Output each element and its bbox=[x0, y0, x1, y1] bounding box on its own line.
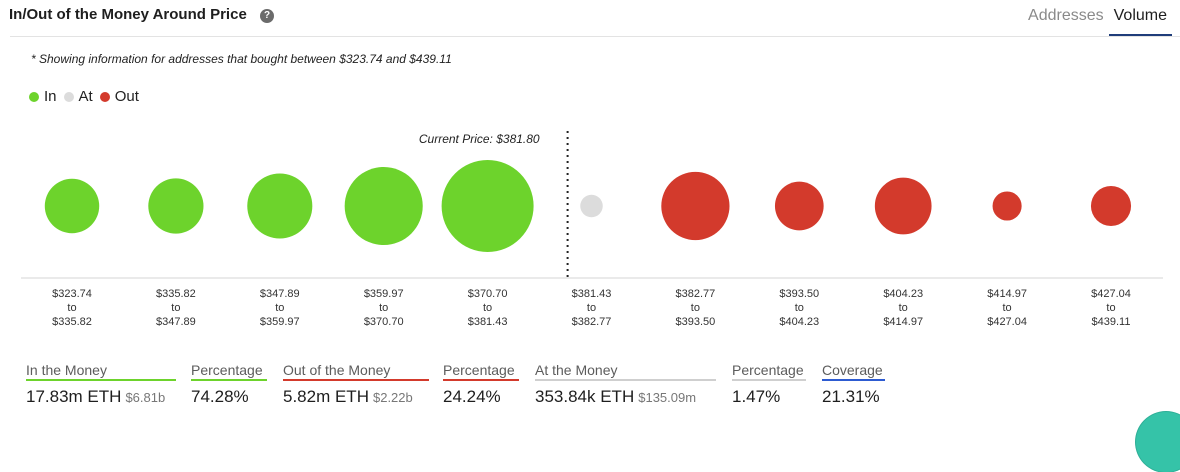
legend-label-in: In bbox=[44, 88, 57, 105]
range-label: $335.82 bbox=[52, 316, 92, 328]
header-divider bbox=[10, 36, 1180, 37]
range-label: $404.23 bbox=[779, 316, 819, 328]
range-label: $393.50 bbox=[779, 288, 819, 300]
stat-value-in-percentage: 74.28% bbox=[191, 387, 249, 406]
range-label: to bbox=[691, 302, 700, 314]
range-label: $347.89 bbox=[260, 288, 300, 300]
tab-addresses[interactable]: Addresses bbox=[1028, 7, 1104, 24]
bubble-in[interactable] bbox=[44, 178, 100, 234]
range-label: $323.74 bbox=[52, 288, 92, 300]
range-label: $439.11 bbox=[1092, 316, 1131, 328]
stat-label-coverage: Coverage bbox=[822, 362, 885, 381]
range-label: $393.50 bbox=[676, 316, 716, 328]
range-label: to bbox=[1106, 302, 1115, 314]
stat-value-coverage: 21.31% bbox=[822, 387, 880, 406]
range-label: $427.04 bbox=[1091, 288, 1131, 300]
legend-item-at[interactable]: At bbox=[63, 88, 93, 105]
range-note: * Showing information for addresses that… bbox=[31, 52, 452, 66]
stat-label-in-percentage: Percentage bbox=[191, 362, 267, 381]
stat-usd-at-the-money: $135.09m bbox=[638, 390, 697, 405]
range-label: $404.23 bbox=[883, 288, 923, 300]
current-price-label: Current Price: $381.80 bbox=[419, 132, 540, 146]
range-label: $381.43 bbox=[468, 316, 508, 328]
bubble-out[interactable] bbox=[774, 181, 824, 231]
range-label: to bbox=[795, 302, 804, 314]
stat-label-at-percentage: Percentage bbox=[732, 362, 806, 381]
bubble-in[interactable] bbox=[148, 178, 204, 234]
bubble-in[interactable] bbox=[344, 166, 423, 246]
range-label: $427.04 bbox=[987, 316, 1027, 328]
range-label: to bbox=[587, 302, 596, 314]
stat-value-at-the-money: 353.84k ETH bbox=[535, 387, 635, 406]
summary-stats: In the Money 17.83m ETH $6.81b Percentage… bbox=[0, 362, 1180, 422]
stat-label-out-percentage: Percentage bbox=[443, 362, 519, 381]
stat-at-percentage: Percentage 1.47% bbox=[732, 362, 806, 407]
bubble-chart: $323.74 to $335.82 $335.82 to $347.89 $347.89 t… bbox=[21, 131, 1163, 328]
stat-value-in-the-money: 17.83m ETH bbox=[26, 387, 122, 406]
range-label: $370.70 bbox=[468, 288, 508, 300]
legend-item-out[interactable]: Out bbox=[99, 88, 139, 105]
stat-usd-out-of-the-money: $2.22b bbox=[372, 390, 413, 405]
range-label: $335.82 bbox=[156, 288, 196, 300]
bubble-in[interactable] bbox=[441, 160, 534, 252]
range-label: $381.43 bbox=[572, 288, 612, 300]
legend-label-out: Out bbox=[114, 88, 139, 105]
page-title: In/Out of the Money Around Price bbox=[9, 6, 247, 23]
at-dot-icon bbox=[63, 91, 74, 102]
legend-label-at: At bbox=[78, 88, 93, 105]
range-label: to bbox=[67, 302, 76, 314]
bubble-in[interactable] bbox=[247, 173, 313, 239]
legend: In At Out bbox=[29, 88, 146, 105]
range-label: $414.97 bbox=[883, 316, 923, 328]
stat-in-percentage: Percentage 74.28% bbox=[191, 362, 267, 407]
tab-volume[interactable]: Volume bbox=[1108, 0, 1172, 36]
stat-label-out-of-the-money: Out of the Money bbox=[283, 362, 429, 381]
range-label: $359.97 bbox=[364, 288, 404, 300]
stat-out-of-the-money: Out of the Money 5.82m ETH $2.22b bbox=[283, 362, 429, 407]
header: In/Out of the Money Around Price ? Addre… bbox=[0, 0, 1180, 36]
range-label: to bbox=[379, 302, 388, 314]
stat-value-out-percentage: 24.24% bbox=[443, 387, 501, 406]
stat-value-at-percentage: 1.47% bbox=[732, 387, 781, 406]
out-dot-icon bbox=[99, 91, 110, 102]
in-dot-icon bbox=[29, 91, 39, 102]
range-label: $382.77 bbox=[676, 288, 716, 300]
help-icon[interactable]: ? bbox=[260, 9, 274, 23]
range-label: to bbox=[899, 302, 908, 314]
stat-label-at-the-money: At the Money bbox=[535, 362, 716, 381]
bubble-out[interactable] bbox=[992, 191, 1022, 221]
range-label: $347.89 bbox=[156, 316, 196, 328]
range-label: $359.97 bbox=[260, 316, 300, 328]
stat-usd-in-the-money: $6.81b bbox=[125, 390, 166, 405]
range-label: $370.70 bbox=[364, 316, 404, 328]
stat-in-the-money: In the Money 17.83m ETH $6.81b bbox=[26, 362, 176, 407]
stat-label-in-the-money: In the Money bbox=[26, 362, 176, 381]
bubble-at[interactable] bbox=[580, 194, 603, 218]
range-label: to bbox=[275, 302, 284, 314]
stat-at-the-money: At the Money 353.84k ETH $135.09m bbox=[535, 362, 716, 407]
stat-out-percentage: Percentage 24.24% bbox=[443, 362, 519, 407]
range-label: to bbox=[171, 302, 180, 314]
range-label: to bbox=[483, 302, 492, 314]
range-label: $414.97 bbox=[987, 288, 1027, 300]
range-label: $382.77 bbox=[572, 316, 612, 328]
bubble-out[interactable] bbox=[874, 177, 932, 235]
stat-coverage: Coverage 21.31% bbox=[822, 362, 885, 407]
legend-item-in[interactable]: In bbox=[29, 88, 57, 105]
bubble-out[interactable] bbox=[1090, 185, 1132, 227]
tab-bar: Addresses Volume bbox=[1023, 0, 1172, 36]
range-label: to bbox=[1003, 302, 1012, 314]
stat-value-out-of-the-money: 5.82m ETH bbox=[283, 387, 369, 406]
bubble-out[interactable] bbox=[661, 171, 730, 241]
